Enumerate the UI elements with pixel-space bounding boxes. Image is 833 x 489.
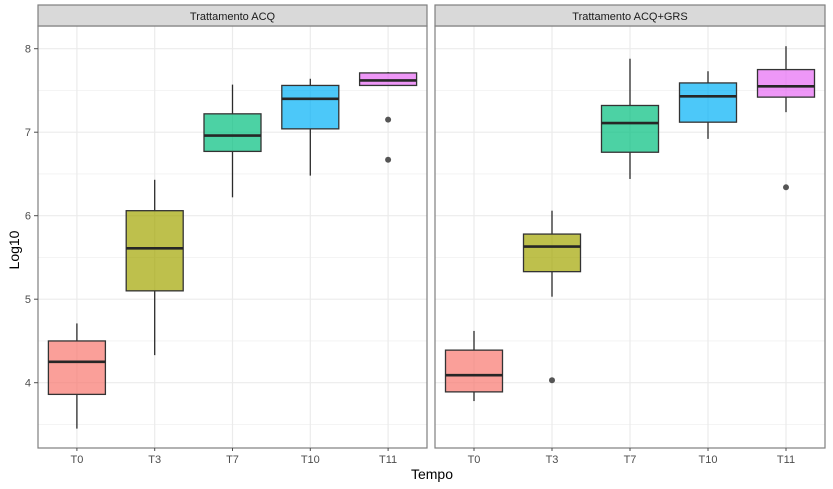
x-tick-label: T10 — [699, 454, 718, 466]
outlier-point — [385, 156, 392, 163]
box-iqr — [444, 349, 504, 393]
outlier-point — [549, 377, 555, 384]
box-iqr — [125, 210, 184, 292]
y-tick-label: 6 — [25, 211, 31, 223]
y-axis: 4 5 6 7 8 — [25, 44, 38, 390]
x-axis-title: Tempo — [411, 466, 453, 482]
y-tick-label: 4 — [25, 378, 31, 390]
box-iqr — [756, 68, 816, 98]
x-tick-label: T0 — [70, 454, 83, 466]
x-tick-label: T3 — [148, 454, 161, 466]
x-tick-label: T11 — [777, 454, 795, 466]
box-t3 — [522, 210, 582, 384]
y-axis-title: Log10 — [6, 230, 22, 269]
x-tick-label: T7 — [624, 454, 637, 466]
x-tick-label: T7 — [226, 454, 239, 466]
panel-1: Trattamento ACQ T0 T3 T7 T10 T11 — [37, 4, 428, 466]
box-t0 — [47, 323, 107, 429]
facet-strip-label: Trattamento ACQ+GRS — [572, 11, 687, 23]
box-t11 — [358, 72, 418, 163]
x-tick-label: T3 — [546, 454, 559, 466]
facet-strip — [434, 4, 826, 27]
outlier-point — [783, 184, 789, 191]
box-iqr — [281, 84, 340, 130]
box-t7 — [600, 58, 660, 179]
box-t11 — [756, 46, 816, 191]
box-t10 — [678, 71, 738, 139]
outlier-point — [385, 116, 392, 123]
y-tick-label: 5 — [25, 294, 31, 306]
x-tick-label: T11 — [379, 454, 397, 466]
box-t7 — [203, 84, 262, 198]
box-iqr — [678, 82, 738, 123]
x-tick-label: T0 — [468, 454, 481, 466]
box-t0 — [444, 330, 504, 402]
box-t3 — [125, 179, 184, 356]
x-tick-label: T10 — [301, 454, 320, 466]
box-iqr — [600, 104, 660, 153]
facet-strip-label: Trattamento ACQ — [190, 11, 276, 23]
facet-strip — [37, 4, 428, 27]
y-tick-label: 8 — [25, 44, 31, 56]
box-iqr — [47, 340, 107, 396]
y-tick-label: 7 — [25, 127, 31, 139]
box-iqr — [203, 113, 262, 153]
panel-2: Trattamento ACQ+GRS T0 T3 T7 T10 T11 — [434, 4, 826, 466]
box-t10 — [281, 78, 340, 176]
box-iqr — [522, 233, 582, 273]
